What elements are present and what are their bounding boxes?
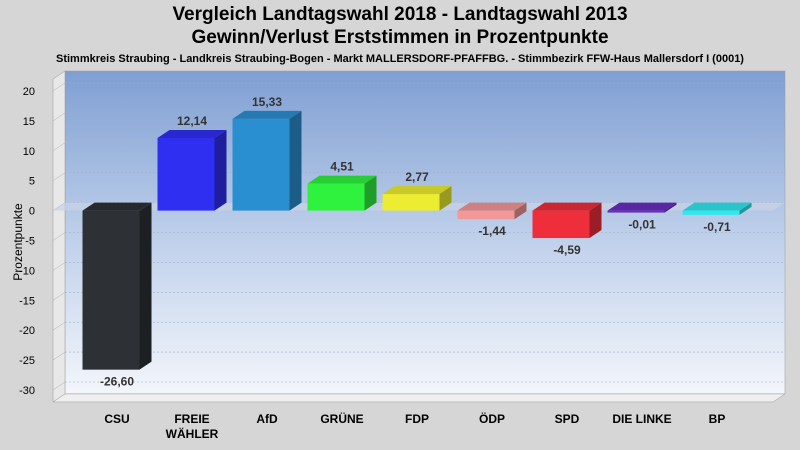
y-tick-label: 15 <box>23 116 35 128</box>
chart-title: Vergleich Landtagswahl 2018 - Landtagswa… <box>172 4 628 25</box>
y-tick-label: 0 <box>29 206 35 218</box>
bar <box>82 202 152 370</box>
x-tick-label: BP <box>709 412 726 426</box>
x-tick-label: WÄHLER <box>166 426 219 441</box>
grid-line-side <box>52 351 66 361</box>
bar-side <box>439 186 452 211</box>
y-tick-label: -30 <box>19 385 35 397</box>
bar-side <box>289 110 302 211</box>
grid-line-side <box>52 172 66 181</box>
bar <box>682 202 752 215</box>
x-tick-label: CSU <box>104 412 129 426</box>
x-tick-label: GRÜNE <box>320 411 363 426</box>
bar-top <box>607 202 677 211</box>
bar-front <box>232 118 290 211</box>
bar-side <box>589 202 602 239</box>
grid-line-side <box>52 321 66 331</box>
bar-front <box>382 194 440 211</box>
bar-front <box>532 210 590 239</box>
data-label: -1,44 <box>478 224 506 238</box>
y-tick-label: 10 <box>23 146 35 158</box>
x-tick-label: FREIE <box>174 412 209 426</box>
grid-line-side <box>52 112 66 122</box>
y-axis-label: Prozentpunkte <box>11 203 25 281</box>
y-tick-label: -25 <box>19 355 35 367</box>
x-tick-label: AfD <box>256 412 278 426</box>
bar <box>157 130 227 211</box>
grid-line-side <box>52 292 66 301</box>
y-tick-label: 20 <box>23 86 35 98</box>
bar-top <box>457 202 527 211</box>
bar-front <box>82 210 140 370</box>
bar-top <box>157 130 227 139</box>
bar-top <box>232 110 302 119</box>
chart-subtitle: Stimmkreis Straubing - Landkreis Straubi… <box>56 53 744 65</box>
bar-front <box>607 210 665 213</box>
bar-front <box>157 138 215 211</box>
bar <box>307 175 377 211</box>
chart-title-line-2: Gewinn/Verlust Erststimmen in Prozentpun… <box>191 27 609 48</box>
data-label: 12,14 <box>177 114 207 128</box>
data-label: -0,01 <box>628 218 656 232</box>
bar-side <box>739 202 752 215</box>
grid-line-side <box>52 262 66 271</box>
bar <box>457 202 527 220</box>
bar-side <box>514 202 527 220</box>
bar-top <box>382 186 452 195</box>
data-label: -4,59 <box>553 243 581 257</box>
y-tick-label: -20 <box>19 325 35 337</box>
bar-side <box>664 202 677 213</box>
x-tick-label: DIE LINKE <box>612 412 671 426</box>
bars <box>82 110 752 370</box>
y-tick-label: -5 <box>25 236 35 248</box>
data-labels: -26,60 12,14 15,33 4,51 2,77 -1,44 -4,59 -0,01 -… <box>100 95 731 389</box>
bar <box>382 186 452 211</box>
bar-side <box>214 130 227 211</box>
grid-line-side <box>52 232 66 241</box>
bar <box>232 110 302 211</box>
y-tick-label: -10 <box>19 265 35 277</box>
bar-top <box>682 202 752 211</box>
y-tick-label: 5 <box>29 176 35 188</box>
bar-top <box>82 202 152 211</box>
bar-top <box>532 202 602 211</box>
grid-line-side <box>52 381 66 391</box>
bar-front <box>307 183 365 211</box>
bar-top <box>307 175 377 184</box>
bar-front <box>682 210 740 215</box>
grid-line-side <box>52 82 66 92</box>
data-label: 4,51 <box>330 160 354 174</box>
data-label: -26,60 <box>100 375 134 389</box>
bar <box>532 202 602 239</box>
data-label: -0,71 <box>703 220 731 234</box>
grid-line-side <box>52 142 66 152</box>
y-tick-label: -15 <box>19 295 35 307</box>
bar-front <box>457 210 515 220</box>
x-tick-label: ÖDP <box>479 411 505 426</box>
bar <box>607 202 677 213</box>
y-axis-ticks: 20 15 10 5 0 -5 -10 -15 -20 -25 -30 <box>19 86 35 397</box>
data-label: 2,77 <box>405 170 429 184</box>
bar-side <box>139 202 152 370</box>
bar-side <box>364 175 377 211</box>
x-tick-label: FDP <box>405 412 429 426</box>
plot-floor <box>52 393 786 403</box>
x-tick-label: SPD <box>555 412 580 426</box>
data-label: 15,33 <box>252 95 282 109</box>
